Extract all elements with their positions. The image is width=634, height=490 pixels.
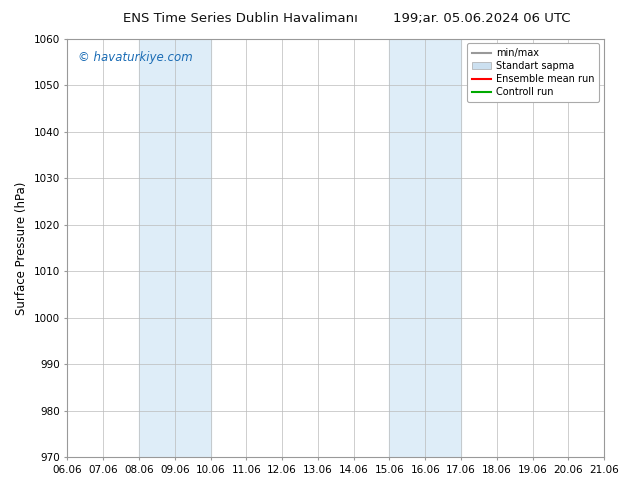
Text: © havaturkiye.com: © havaturkiye.com (78, 51, 193, 64)
Y-axis label: Surface Pressure (hPa): Surface Pressure (hPa) (15, 181, 28, 315)
Text: ENS Time Series Dublin Havalimanı: ENS Time Series Dublin Havalimanı (124, 12, 358, 25)
Legend: min/max, Standart sapma, Ensemble mean run, Controll run: min/max, Standart sapma, Ensemble mean r… (467, 44, 599, 102)
Bar (139, 39, 210, 457)
Text: 199;ar. 05.06.2024 06 UTC: 199;ar. 05.06.2024 06 UTC (393, 12, 571, 25)
Bar (389, 39, 461, 457)
